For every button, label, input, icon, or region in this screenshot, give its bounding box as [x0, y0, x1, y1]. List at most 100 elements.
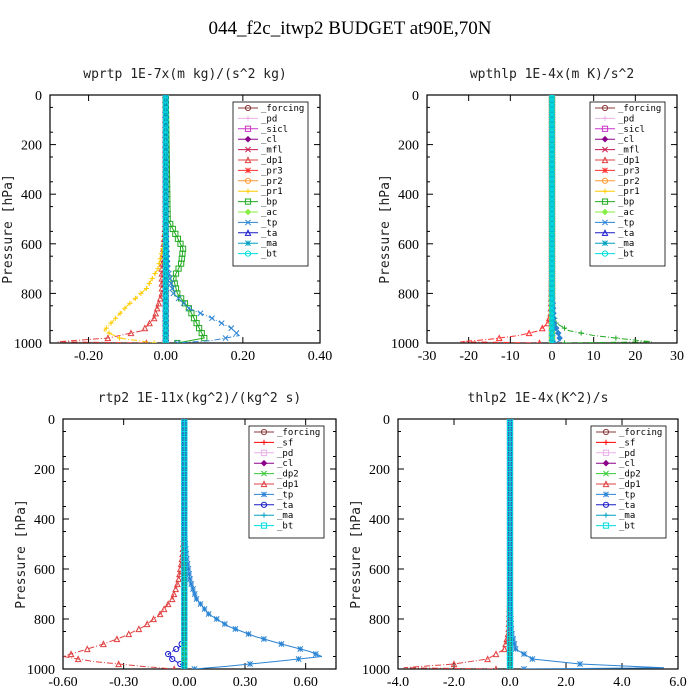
legend-marker: [601, 135, 609, 143]
series-line: [57, 95, 167, 343]
plot-frame: [49, 94, 321, 344]
series-line: [63, 419, 185, 669]
y-tick-label: 200: [21, 139, 42, 154]
y-axis-title: Pressure [hPa]: [1, 174, 16, 284]
legend-marker: [601, 208, 609, 216]
y-tick-label: 1000: [362, 663, 390, 678]
series-bt: [181, 419, 188, 669]
x-tick-label: 0: [549, 349, 556, 364]
legend-label: _sicl: [261, 125, 288, 135]
series-marker: [218, 320, 225, 327]
series-marker: [155, 299, 163, 307]
legend-marker: [602, 146, 608, 153]
series-marker: [176, 570, 183, 578]
series-marker: [549, 225, 555, 232]
legend-marker: [245, 219, 251, 226]
y-axis-title: Pressure [hPa]: [378, 174, 393, 284]
series-marker: [193, 596, 200, 602]
panel-title: wprtp 1E-7x(m kg)/(s^2 kg): [83, 67, 287, 82]
series-bp: [162, 95, 208, 343]
series-marker: [170, 290, 177, 297]
legend-marker: [601, 104, 609, 112]
series-marker: [549, 95, 555, 98]
y-tick-label: 400: [34, 513, 55, 528]
series-marker: [146, 319, 153, 327]
series-bt: [506, 419, 514, 669]
series-marker: [510, 636, 517, 642]
series-marker: [188, 581, 195, 587]
series-marker: [549, 240, 555, 247]
legend-label: _ma: [277, 511, 293, 521]
series-marker: [162, 339, 169, 343]
series-marker: [561, 325, 568, 331]
series-marker: [152, 270, 158, 277]
series-marker: [156, 610, 164, 618]
legend-marker: [245, 146, 251, 153]
series-marker: [549, 146, 555, 153]
series-marker: [278, 641, 285, 647]
y-tick-label: 200: [369, 463, 390, 478]
series-marker: [162, 285, 169, 292]
legend-marker: [601, 156, 609, 164]
series-marker: [549, 116, 555, 123]
legend-label: _cl: [618, 135, 634, 145]
series-marker: [146, 280, 152, 287]
series-line: [460, 95, 553, 343]
series-marker: [112, 315, 119, 321]
series-marker: [549, 305, 555, 312]
series-marker: [162, 131, 169, 138]
legend-marker: [261, 491, 267, 498]
series-marker: [549, 295, 555, 302]
series-marker: [549, 156, 555, 163]
legend-marker: [601, 177, 609, 184]
series-marker: [549, 126, 555, 133]
legend-marker: [602, 480, 610, 488]
y-tick-label: 800: [34, 613, 55, 628]
x-tick-label: 10: [587, 349, 601, 364]
series-marker: [245, 631, 252, 637]
panel-title: rtp2 1E-11x(kg^2)/(kg^2 s): [98, 391, 302, 406]
series-marker: [549, 250, 555, 257]
series-marker: [578, 330, 584, 336]
series-marker: [173, 645, 180, 653]
series-marker: [191, 666, 198, 669]
series-marker: [153, 304, 161, 312]
legend-label: _sf: [277, 438, 293, 448]
series-marker: [506, 665, 514, 669]
plot-area: [460, 95, 653, 343]
series-marker: [549, 121, 555, 128]
y-tick-label: 600: [34, 563, 55, 578]
legend-label: _tp: [277, 490, 293, 500]
series-marker: [213, 616, 220, 622]
series-marker: [549, 97, 555, 103]
series-marker: [138, 290, 144, 296]
series-marker: [162, 330, 169, 337]
series-marker: [180, 300, 187, 307]
chart-wprtp: wprtp 1E-7x(m kg)/(s^2 kg) Pressure [hPa]…: [1, 67, 332, 364]
legend-marker: [261, 512, 267, 518]
series-marker: [175, 575, 183, 583]
series-marker: [197, 601, 204, 607]
legend-marker: [260, 449, 268, 456]
legend-marker: [603, 491, 609, 498]
series-marker: [143, 285, 150, 292]
series-marker: [450, 660, 458, 668]
series-dp1: [403, 419, 514, 669]
y-tick-label: 200: [398, 139, 419, 154]
series-marker: [156, 294, 164, 302]
series-marker: [115, 660, 123, 668]
x-tick-label: 6.0: [669, 675, 687, 690]
legend: _forcing_pd_sicl_cl_mfl_dp1_pr3_pr2_pr1_…: [232, 101, 309, 267]
series-marker: [549, 211, 555, 217]
x-tick-label: -0.20: [74, 349, 103, 364]
series-marker: [521, 651, 527, 657]
legend-marker: [602, 240, 608, 247]
series-marker: [549, 265, 555, 272]
series-marker: [512, 646, 519, 652]
legend-label: _pr3: [618, 166, 640, 176]
series-marker: [162, 146, 169, 153]
series-marker: [150, 615, 158, 623]
series-marker: [197, 310, 204, 317]
x-tick-label: -30: [418, 349, 437, 364]
series-marker: [549, 340, 555, 343]
